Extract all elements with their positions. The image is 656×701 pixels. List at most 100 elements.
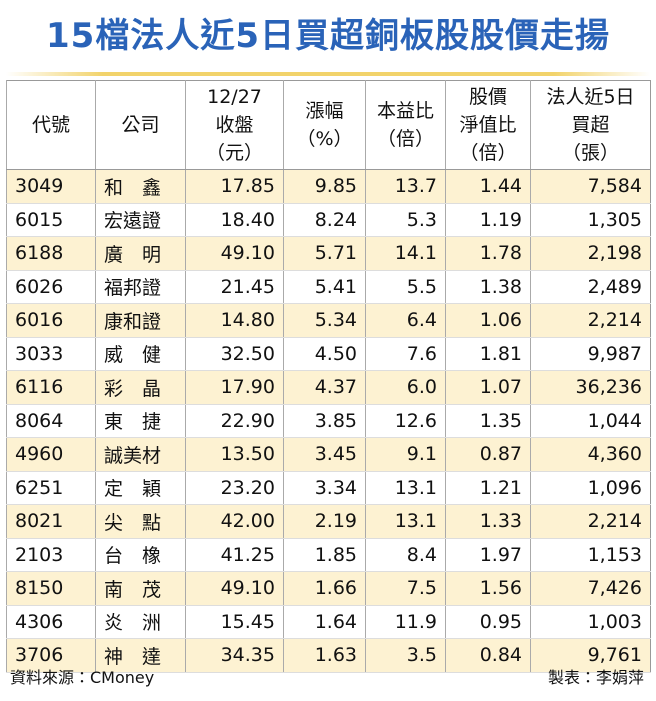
header-line: （%） bbox=[296, 128, 353, 150]
table-cell: 6.0 bbox=[365, 370, 446, 405]
table-cell: 7,584 bbox=[530, 169, 651, 204]
table-cell: 1.97 bbox=[445, 538, 531, 572]
header-cell: 股價淨值比 （倍） bbox=[445, 80, 531, 170]
table-cell: 2.19 bbox=[283, 504, 366, 539]
title-rule bbox=[6, 72, 650, 76]
table-cell: 1.63 bbox=[283, 638, 366, 673]
table-cell: 13.1 bbox=[365, 504, 446, 539]
table-row: 3049 和 鑫 17.85 9.85 13.7 1.44 7,584 bbox=[6, 169, 651, 204]
table-cell: 7.5 bbox=[365, 571, 446, 606]
header-line: （倍） bbox=[459, 142, 517, 164]
table-cell: 1.85 bbox=[283, 538, 366, 572]
table-cell: 6016 bbox=[6, 303, 96, 338]
header-line: （倍） bbox=[376, 128, 434, 150]
table-cell: 1.56 bbox=[445, 571, 531, 606]
table-row: 4306 炎 洲 15.45 1.64 11.9 0.95 1,003 bbox=[6, 605, 651, 639]
table-cell: 41.25 bbox=[185, 538, 284, 572]
table-cell: 36,236 bbox=[530, 370, 651, 405]
table-cell: 13.7 bbox=[365, 169, 446, 204]
table-cell: 2,489 bbox=[530, 270, 651, 304]
table-cell: 9.1 bbox=[365, 437, 446, 472]
title: 15檔法人近5日買超銅板股股價走揚 bbox=[46, 16, 610, 56]
table-cell: 13.50 bbox=[185, 437, 284, 472]
table-cell: 誠美材 bbox=[95, 437, 186, 472]
table-cell: 威 健 bbox=[95, 337, 186, 371]
table-cell: 0.95 bbox=[445, 605, 531, 639]
header-line: （張） bbox=[561, 142, 619, 164]
footer: 資料來源：CMoney 製表：李娟萍 bbox=[10, 664, 644, 688]
table-cell: 22.90 bbox=[185, 404, 284, 438]
table-cell: 6188 bbox=[6, 236, 96, 271]
table-cell: 34.35 bbox=[185, 638, 284, 673]
table-cell: 1,096 bbox=[530, 471, 651, 505]
table-cell: 福邦證 bbox=[95, 270, 186, 304]
table: 代號 公司 12/27 收盤 （元） 漲幅 （%） 本益比 （倍） 股價 淨值比 （倍） 法人近5日 買超… bbox=[6, 80, 651, 673]
header-line: （元） bbox=[205, 142, 263, 164]
header-line: 法人近5日 bbox=[546, 86, 635, 108]
table-cell: 49.10 bbox=[185, 236, 284, 271]
table-cell: 7,426 bbox=[530, 571, 651, 606]
table-cell: 2103 bbox=[6, 538, 96, 572]
table-cell: 5.3 bbox=[365, 203, 446, 237]
source: 資料來源：CMoney bbox=[10, 668, 155, 687]
header-line: 12/27 bbox=[207, 86, 262, 108]
header-cell: 法人近5日 買超 （張） bbox=[530, 80, 651, 170]
table-row: 6026 福邦證 21.45 5.41 5.5 1.38 2,489 bbox=[6, 270, 651, 304]
table-cell: 台 橡 bbox=[95, 538, 186, 572]
table-cell: 6116 bbox=[6, 370, 96, 405]
table-row: 8064 東 捷 22.90 3.85 12.6 1.35 1,044 bbox=[6, 404, 651, 438]
table-cell: 3.34 bbox=[283, 471, 366, 505]
table-cell: 4.50 bbox=[283, 337, 366, 371]
table-cell: 0.87 bbox=[445, 437, 531, 472]
table-cell: 14.1 bbox=[365, 236, 446, 271]
header-cell: 公司 bbox=[95, 80, 186, 170]
table-cell: 0.84 bbox=[445, 638, 531, 673]
header-cell: 漲幅 （%） bbox=[283, 80, 366, 170]
table-cell: 5.34 bbox=[283, 303, 366, 338]
header-line: 代號 bbox=[31, 114, 70, 136]
table-row: 6016 康和證 14.80 5.34 6.4 1.06 2,214 bbox=[6, 303, 651, 338]
table-cell: 6.4 bbox=[365, 303, 446, 338]
table-cell: 宏遠證 bbox=[95, 203, 186, 237]
table-cell: 3706 bbox=[6, 638, 96, 673]
table-cell: 1,305 bbox=[530, 203, 651, 237]
table-cell: 南 茂 bbox=[95, 571, 186, 606]
table-cell: 3.5 bbox=[365, 638, 446, 673]
table-cell: 14.80 bbox=[185, 303, 284, 338]
table-cell: 彩 晶 bbox=[95, 370, 186, 405]
table-cell: 1.21 bbox=[445, 471, 531, 505]
header-line: 淨值比 bbox=[459, 114, 517, 136]
table-cell: 1.81 bbox=[445, 337, 531, 371]
table-cell: 4306 bbox=[6, 605, 96, 639]
header-line: 漲幅 bbox=[305, 100, 344, 122]
table-row: 2103 台 橡 41.25 1.85 8.4 1.97 1,153 bbox=[6, 538, 651, 572]
table-cell: 9.85 bbox=[283, 169, 366, 204]
table-cell: 1.06 bbox=[445, 303, 531, 338]
table-cell: 1.64 bbox=[283, 605, 366, 639]
table-cell: 8150 bbox=[6, 571, 96, 606]
table-cell: 1.38 bbox=[445, 270, 531, 304]
table-cell: 23.20 bbox=[185, 471, 284, 505]
table-cell: 9,761 bbox=[530, 638, 651, 673]
header-line: 公司 bbox=[121, 114, 160, 136]
table-cell: 4,360 bbox=[530, 437, 651, 472]
table-cell: 1.35 bbox=[445, 404, 531, 438]
credit: 製表：李娟萍 bbox=[547, 668, 644, 687]
table-cell: 8064 bbox=[6, 404, 96, 438]
table-cell: 18.40 bbox=[185, 203, 284, 237]
header-cell: 代號 bbox=[6, 80, 96, 170]
table-body: 3049 和 鑫 17.85 9.85 13.7 1.44 7,584 6015 宏遠證 18.4… bbox=[6, 169, 651, 673]
table-cell: 8021 bbox=[6, 504, 96, 539]
table-row: 6251 定 穎 23.20 3.34 13.1 1.21 1,096 bbox=[6, 471, 651, 505]
table-cell: 3033 bbox=[6, 337, 96, 371]
header-line: 股價 bbox=[468, 86, 507, 108]
table-row: 3033 威 健 32.50 4.50 7.6 1.81 9,987 bbox=[6, 337, 651, 371]
table-cell: 廣 明 bbox=[95, 236, 186, 271]
table-cell: 8.4 bbox=[365, 538, 446, 572]
table-cell: 12.6 bbox=[365, 404, 446, 438]
table-cell: 1,153 bbox=[530, 538, 651, 572]
table-cell: 17.90 bbox=[185, 370, 284, 405]
table-cell: 4.37 bbox=[283, 370, 366, 405]
table-cell: 13.1 bbox=[365, 471, 446, 505]
table-cell: 炎 洲 bbox=[95, 605, 186, 639]
